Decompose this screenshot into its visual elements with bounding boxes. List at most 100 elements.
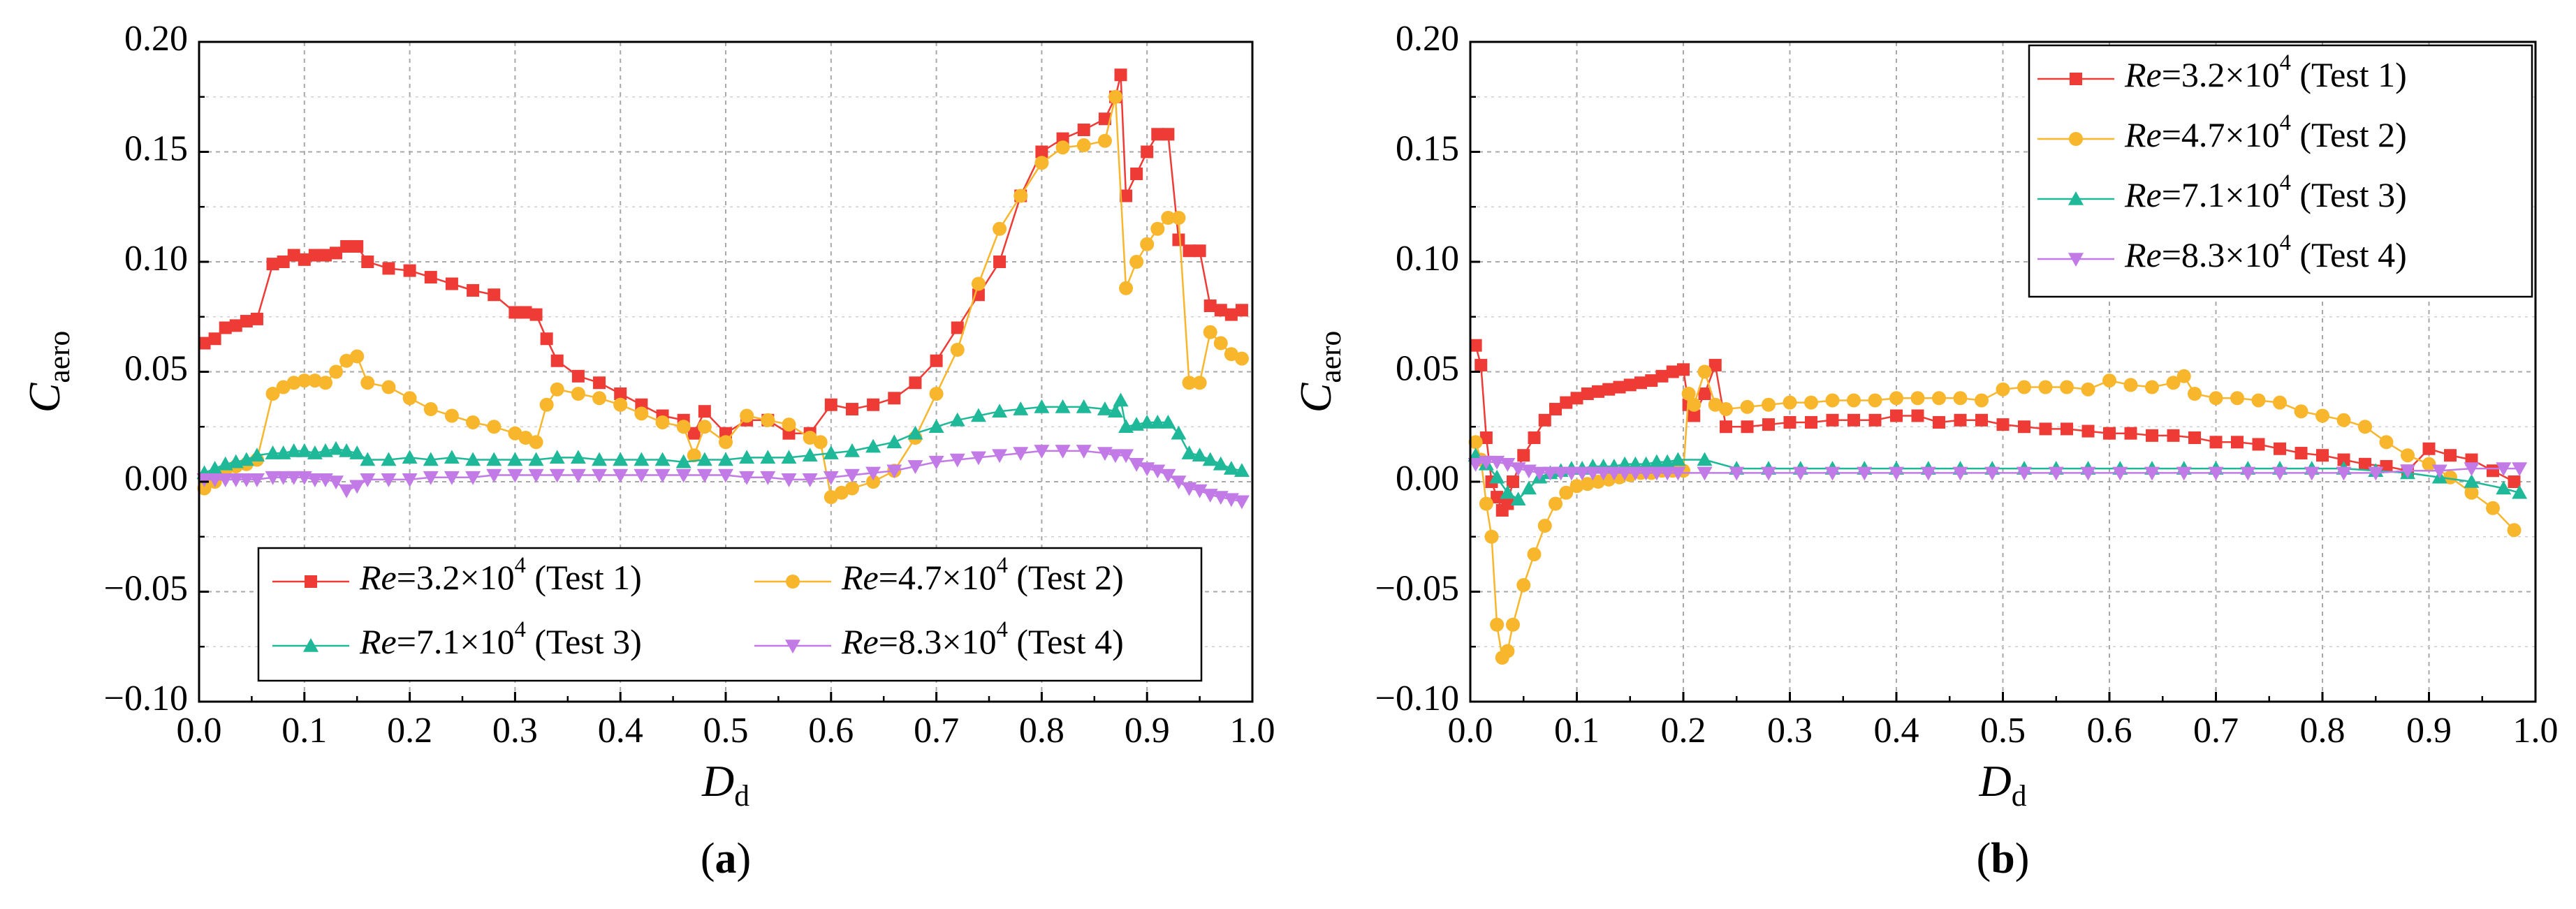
data-point-test4	[2512, 462, 2528, 477]
y-tick-label: 0.00	[1396, 459, 1459, 498]
data-point-test2	[423, 402, 438, 417]
data-point-test1	[208, 332, 221, 346]
data-point-test2	[1150, 221, 1165, 236]
data-point-test1	[1720, 420, 1732, 434]
y-tick-label: 0.20	[124, 19, 188, 59]
data-point-test3	[1213, 456, 1229, 471]
data-point-test2	[1847, 393, 1861, 408]
data-point-test2	[824, 490, 838, 505]
data-point-test1	[2444, 449, 2457, 462]
data-point-test1	[2061, 422, 2073, 436]
data-point-test4	[2336, 466, 2352, 481]
data-point-test1	[403, 264, 416, 277]
data-point-test3	[970, 408, 986, 422]
y-axis-symbol: C	[1291, 382, 1340, 413]
data-point-test1	[1655, 369, 1669, 383]
data-point-test3	[1648, 454, 1664, 468]
data-point-test2	[687, 448, 701, 463]
legend-re-symbol: Re	[2124, 235, 2162, 274]
data-point-test2	[2315, 408, 2329, 423]
legend-re-value: =3.2×10	[2162, 55, 2280, 94]
data-point-test3	[654, 452, 671, 466]
data-point-test3	[360, 452, 376, 466]
data-point-test2	[1161, 211, 1176, 225]
data-point-test1	[1120, 189, 1133, 202]
data-point-test4	[928, 455, 944, 470]
chart-panel-b: 0.0 0.1 0.2 0.3 0.4 0.5 0.6 0.7 0.8 0.9 1.0 −0.10 −0…	[1291, 19, 2559, 882]
data-point-test1	[698, 405, 711, 418]
legend-re-symbol: Re	[841, 622, 879, 661]
data-point-test3	[286, 443, 302, 457]
data-point-test4	[949, 453, 965, 468]
caption-open-paren: (	[1977, 835, 1991, 882]
data-point-test2	[360, 376, 375, 390]
y-tick-label: 0.05	[124, 348, 188, 388]
data-point-test1	[824, 398, 837, 411]
data-point-test1	[424, 271, 437, 284]
x-tick-label: 0.7	[2193, 711, 2239, 751]
data-point-test4	[1013, 447, 1029, 461]
data-point-test2	[761, 413, 775, 427]
data-point-test1	[1570, 392, 1583, 405]
data-point-test2	[2294, 404, 2308, 419]
data-point-test1	[529, 308, 543, 321]
data-point-test1	[1890, 409, 1903, 422]
data-point-test1	[1826, 413, 1839, 427]
legend-box	[2028, 44, 2533, 298]
data-point-test2	[1224, 347, 1238, 362]
data-point-test2	[2379, 435, 2394, 450]
data-point-test2	[381, 380, 396, 394]
x-tick-label: 0.9	[2406, 711, 2452, 751]
data-point-test4	[1984, 466, 2000, 481]
data-point-test1	[951, 321, 964, 334]
data-point-test1	[1602, 383, 1616, 396]
data-point-test2	[2230, 391, 2244, 406]
data-point-test2	[844, 481, 859, 496]
data-point-test2	[1203, 325, 1217, 339]
data-point-test3	[339, 443, 355, 457]
data-point-test2	[508, 426, 522, 441]
data-point-test4	[592, 468, 608, 483]
data-point-test2	[571, 387, 585, 401]
y-axis-symbol: C	[20, 382, 69, 413]
data-point-test1	[308, 249, 321, 262]
data-point-test1	[1517, 449, 1530, 462]
legend-test-label: (Test 1)	[526, 558, 642, 597]
data-point-test1	[330, 246, 343, 260]
data-point-test4	[549, 468, 565, 483]
data-point-test1	[266, 258, 279, 271]
data-point-test4	[970, 451, 986, 466]
data-point-test3	[1139, 414, 1155, 429]
data-point-test4	[2176, 466, 2192, 481]
x-tick-label: 0.2	[1661, 711, 1706, 751]
data-point-test4	[1574, 466, 1590, 481]
data-point-test2	[2017, 380, 2031, 394]
data-point-test3	[444, 450, 460, 464]
data-point-test2	[971, 276, 986, 291]
x-axis-symbol: D	[1979, 756, 2012, 806]
data-point-test2	[1468, 435, 1483, 450]
x-axis-label: Dd	[1979, 756, 2027, 813]
data-point-test1	[1623, 378, 1637, 392]
data-point-test2	[1889, 391, 1903, 406]
data-point-test1	[2081, 424, 2095, 438]
x-tick-label: 0.6	[808, 711, 854, 751]
legend-label: Re=7.1×104 (Test 3)	[2124, 170, 2407, 214]
data-point-test3	[1181, 445, 1197, 459]
y-tick-label: 0.20	[1396, 19, 1459, 59]
data-point-test4	[760, 471, 776, 485]
data-point-test3	[781, 450, 797, 464]
data-point-test3	[992, 404, 1008, 417]
data-point-test2	[1559, 485, 1574, 500]
panel-caption: (b)	[1977, 835, 2030, 882]
y-axis-subscript: aero	[1314, 331, 1347, 383]
data-point-test1	[2274, 442, 2286, 455]
data-point-test4	[2017, 466, 2032, 481]
legend-re-symbol: Re	[2124, 115, 2162, 154]
data-point-test4	[1638, 466, 1654, 481]
data-point-test2	[2464, 485, 2479, 500]
data-point-test1	[1193, 244, 1206, 258]
data-point-test3	[718, 452, 733, 466]
x-tick-label: 0.8	[1019, 711, 1064, 751]
data-point-test2	[2251, 393, 2266, 408]
